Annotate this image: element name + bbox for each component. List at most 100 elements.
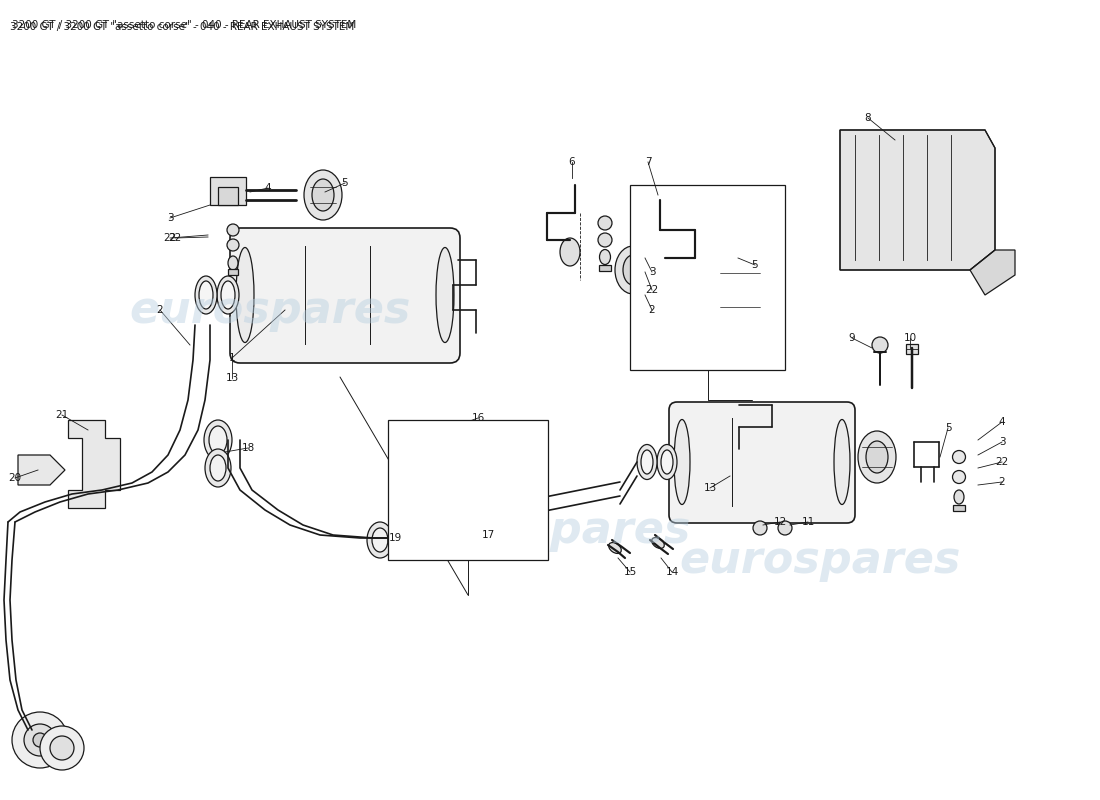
Text: 16: 16	[472, 413, 485, 423]
Text: 22: 22	[168, 233, 182, 243]
Bar	[417, 532, 429, 538]
Ellipse shape	[236, 247, 254, 342]
Polygon shape	[18, 455, 65, 485]
Ellipse shape	[954, 490, 964, 504]
Ellipse shape	[641, 450, 653, 474]
Text: eurospares: eurospares	[409, 509, 691, 551]
Bar	[906, 344, 918, 354]
Ellipse shape	[204, 420, 232, 460]
Ellipse shape	[393, 529, 407, 551]
Ellipse shape	[227, 239, 239, 251]
FancyBboxPatch shape	[230, 228, 460, 363]
Text: 7: 7	[645, 157, 651, 167]
Text: 12: 12	[773, 517, 786, 527]
Polygon shape	[970, 250, 1015, 295]
Ellipse shape	[227, 224, 239, 236]
Ellipse shape	[654, 314, 666, 329]
Bar	[630, 185, 785, 370]
Ellipse shape	[651, 538, 664, 549]
Text: 15: 15	[624, 567, 637, 577]
Ellipse shape	[504, 441, 528, 475]
Text: 2: 2	[649, 305, 656, 315]
Ellipse shape	[754, 521, 767, 535]
Ellipse shape	[778, 521, 792, 535]
Ellipse shape	[615, 246, 651, 294]
Bar	[656, 234, 670, 246]
Polygon shape	[68, 420, 120, 508]
Ellipse shape	[598, 233, 612, 247]
Ellipse shape	[834, 419, 850, 505]
Text: 21: 21	[55, 410, 68, 420]
Ellipse shape	[674, 419, 690, 505]
Ellipse shape	[657, 445, 676, 479]
Ellipse shape	[454, 508, 470, 532]
Text: 5: 5	[342, 178, 349, 188]
Text: 13: 13	[226, 373, 239, 383]
Text: 5: 5	[945, 423, 952, 433]
Ellipse shape	[417, 516, 429, 532]
Text: 3: 3	[999, 437, 1005, 447]
Bar	[600, 265, 610, 271]
Ellipse shape	[205, 449, 231, 487]
Text: 8: 8	[865, 113, 871, 123]
Ellipse shape	[600, 250, 610, 265]
Ellipse shape	[367, 522, 393, 558]
Circle shape	[40, 726, 84, 770]
Text: 1: 1	[229, 353, 235, 363]
Ellipse shape	[416, 475, 430, 489]
Ellipse shape	[388, 523, 412, 557]
Text: 14: 14	[666, 567, 679, 577]
Text: 22: 22	[646, 285, 659, 295]
Ellipse shape	[199, 281, 213, 309]
Bar	[210, 177, 246, 205]
Text: 10: 10	[903, 333, 916, 343]
Text: 19: 19	[388, 533, 401, 543]
Ellipse shape	[468, 501, 492, 535]
Ellipse shape	[195, 276, 217, 314]
Ellipse shape	[866, 441, 888, 473]
Text: 3200 GT / 3200 GT "assetto corse" - 040 - REAR EXHAUST SYSTEM: 3200 GT / 3200 GT "assetto corse" - 040 …	[10, 22, 354, 32]
Circle shape	[50, 736, 74, 760]
Ellipse shape	[653, 273, 667, 287]
Ellipse shape	[719, 261, 761, 319]
Ellipse shape	[653, 293, 667, 307]
Ellipse shape	[953, 450, 966, 463]
Polygon shape	[840, 130, 996, 270]
Bar	[403, 432, 434, 454]
Text: 5: 5	[751, 260, 758, 270]
Text: 22: 22	[164, 233, 177, 243]
Ellipse shape	[727, 272, 752, 308]
Circle shape	[12, 712, 68, 768]
Text: 20: 20	[9, 473, 22, 483]
Circle shape	[33, 733, 47, 747]
Ellipse shape	[228, 256, 238, 270]
Ellipse shape	[372, 528, 388, 552]
Bar	[388, 420, 548, 560]
Ellipse shape	[608, 542, 622, 554]
Text: 13: 13	[703, 483, 716, 493]
Ellipse shape	[496, 430, 536, 486]
Ellipse shape	[221, 281, 235, 309]
Text: 2: 2	[999, 477, 1005, 487]
Bar	[228, 269, 238, 275]
Ellipse shape	[637, 445, 657, 479]
Bar	[654, 329, 666, 335]
Ellipse shape	[304, 170, 342, 220]
Text: 3: 3	[649, 267, 656, 277]
Ellipse shape	[209, 426, 227, 454]
Ellipse shape	[312, 179, 334, 211]
Text: eurospares: eurospares	[680, 538, 960, 582]
Ellipse shape	[598, 216, 612, 230]
Ellipse shape	[872, 337, 888, 353]
Text: 17: 17	[482, 530, 495, 540]
Ellipse shape	[858, 431, 896, 483]
Text: 3200 GT / 3200 GT "assetto corse" - 040 - REAR EXHAUST SYSTEM: 3200 GT / 3200 GT "assetto corse" - 040 …	[12, 20, 356, 30]
Text: 4: 4	[265, 183, 272, 193]
Ellipse shape	[661, 450, 673, 474]
Ellipse shape	[449, 502, 475, 538]
Text: 11: 11	[802, 517, 815, 527]
Text: eurospares: eurospares	[130, 289, 410, 331]
Text: 6: 6	[569, 157, 575, 167]
Text: 22: 22	[996, 457, 1009, 467]
Bar	[218, 187, 238, 205]
